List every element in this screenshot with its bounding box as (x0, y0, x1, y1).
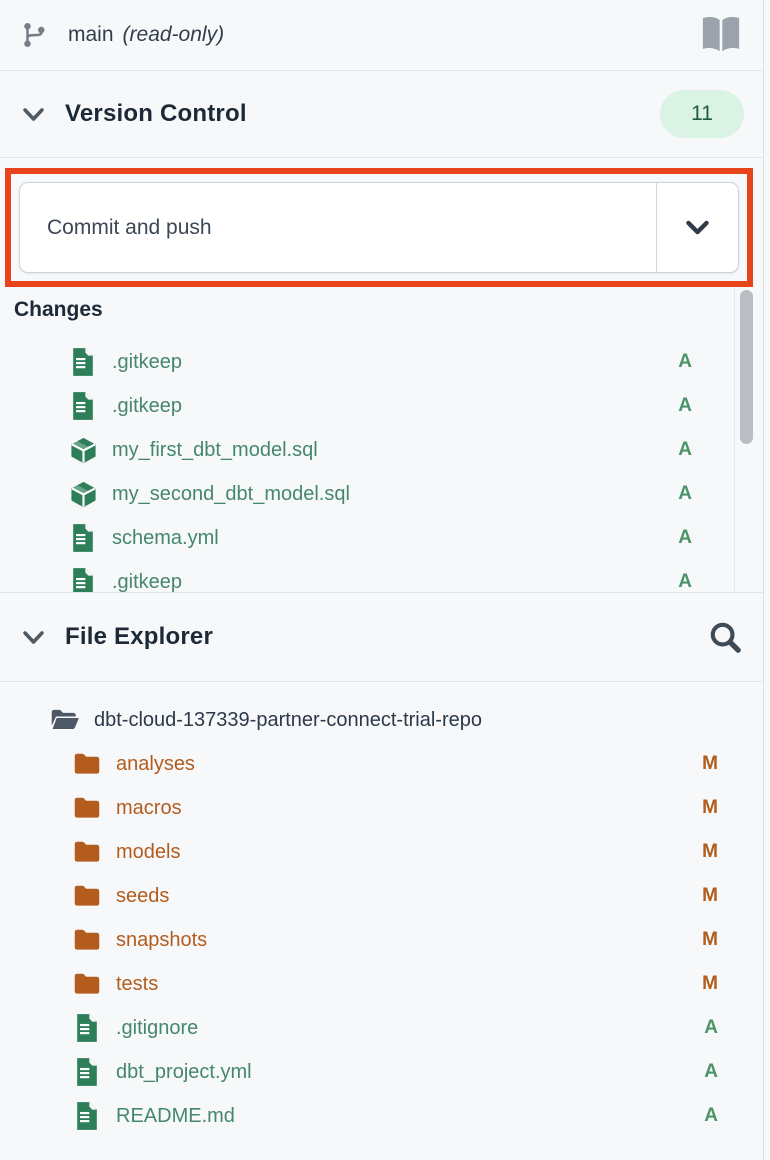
git-status-letter: A (678, 527, 692, 548)
file-name: snapshots (116, 928, 208, 951)
tree-row[interactable]: models M (0, 830, 764, 874)
folder-icon (72, 928, 102, 952)
git-status-letter: A (678, 483, 692, 504)
changes-list: .gitkeep A .gitkeep A my_first_dbt_model… (0, 340, 734, 592)
file-icon (72, 1013, 102, 1043)
chevron-down-icon[interactable] (20, 624, 47, 651)
file-icon (68, 567, 98, 592)
chevron-down-icon[interactable] (20, 101, 47, 128)
file-explorer-title: File Explorer (65, 623, 213, 650)
folder-icon (72, 972, 102, 996)
changes-count-badge: 11 (660, 90, 744, 138)
git-status-letter: A (704, 1105, 718, 1126)
tree-row[interactable]: macros M (0, 786, 764, 830)
changed-file-row[interactable]: .gitkeep A (0, 384, 734, 428)
git-status-letter: A (678, 571, 692, 592)
folder-icon (72, 840, 102, 864)
file-name: README.md (116, 1104, 235, 1127)
file-name: .gitignore (116, 1016, 199, 1039)
file-icon (72, 1101, 102, 1131)
file-icon (68, 347, 98, 377)
tree-row[interactable]: analyses M (0, 742, 764, 786)
file-name: my_second_dbt_model.sql (112, 482, 350, 505)
git-status-letter: M (702, 753, 718, 774)
file-icon (68, 391, 98, 421)
commit-and-push-button[interactable]: Commit and push (20, 183, 657, 272)
scrollbar-thumb[interactable] (740, 290, 753, 444)
git-status-letter: A (704, 1017, 718, 1038)
file-name: my_first_dbt_model.sql (112, 438, 318, 461)
file-name: tests (116, 972, 159, 995)
file-name: dbt-cloud-137339-partner-connect-trial-r… (94, 708, 482, 731)
file-name: dbt_project.yml (116, 1060, 252, 1083)
tree-row[interactable]: snapshots M (0, 918, 764, 962)
branch-readonly-label: (read-only) (122, 23, 225, 46)
git-status-letter: A (704, 1061, 718, 1082)
file-name: schema.yml (112, 526, 219, 549)
file-tree: dbt-cloud-137339-partner-connect-trial-r… (0, 698, 764, 1138)
changed-file-row[interactable]: .gitkeep A (0, 560, 734, 592)
version-control-title: Version Control (65, 100, 247, 127)
changes-label: Changes (14, 298, 103, 321)
tree-row[interactable]: dbt_project.yml A (0, 1050, 764, 1094)
git-status-letter: M (702, 885, 718, 906)
changed-file-row[interactable]: schema.yml A (0, 516, 734, 560)
branch-bar: main (read-only) (0, 0, 764, 71)
branch-name: main (68, 23, 114, 46)
file-name: .gitkeep (112, 570, 183, 593)
git-status-letter: A (678, 395, 692, 416)
annotation-highlight-box: Commit and push (5, 168, 753, 287)
tree-row[interactable]: tests M (0, 962, 764, 1006)
tree-row[interactable]: seeds M (0, 874, 764, 918)
folder-icon (72, 796, 102, 820)
git-status-letter: M (702, 973, 718, 994)
file-name: .gitkeep (112, 350, 183, 373)
book-icon[interactable] (698, 14, 744, 56)
tree-row[interactable]: README.md A (0, 1094, 764, 1138)
search-icon[interactable] (706, 618, 744, 656)
folder-icon (72, 752, 102, 776)
git-branch-icon (20, 18, 50, 52)
model-icon (68, 436, 98, 465)
git-status-letter: M (702, 797, 718, 818)
git-status-letter: M (702, 841, 718, 862)
version-control-header[interactable]: Version Control 11 (0, 71, 764, 158)
git-status-letter: A (678, 439, 692, 460)
changed-file-row[interactable]: .gitkeep A (0, 340, 734, 384)
scrollbar-track (734, 288, 735, 592)
file-name: macros (116, 796, 182, 819)
changed-file-row[interactable]: my_first_dbt_model.sql A (0, 428, 734, 472)
tree-row[interactable]: .gitignore A (0, 1006, 764, 1050)
file-icon (72, 1057, 102, 1087)
chevron-down-icon (682, 212, 713, 243)
file-name: models (116, 840, 181, 863)
panel-right-border (763, 0, 764, 1160)
git-status-letter: A (678, 351, 692, 372)
file-explorer-header[interactable]: File Explorer (0, 592, 764, 682)
file-name: seeds (116, 884, 170, 907)
commit-options-dropdown[interactable] (657, 183, 738, 272)
tree-row[interactable]: dbt-cloud-137339-partner-connect-trial-r… (0, 698, 764, 742)
file-icon (68, 523, 98, 553)
file-name: .gitkeep (112, 394, 183, 417)
file-name: analyses (116, 752, 195, 775)
changed-file-row[interactable]: my_second_dbt_model.sql A (0, 472, 734, 516)
git-status-letter: M (702, 929, 718, 950)
folder-icon (72, 884, 102, 908)
commit-split-button: Commit and push (19, 182, 739, 273)
folder-open-icon (50, 708, 80, 732)
model-icon (68, 480, 98, 509)
